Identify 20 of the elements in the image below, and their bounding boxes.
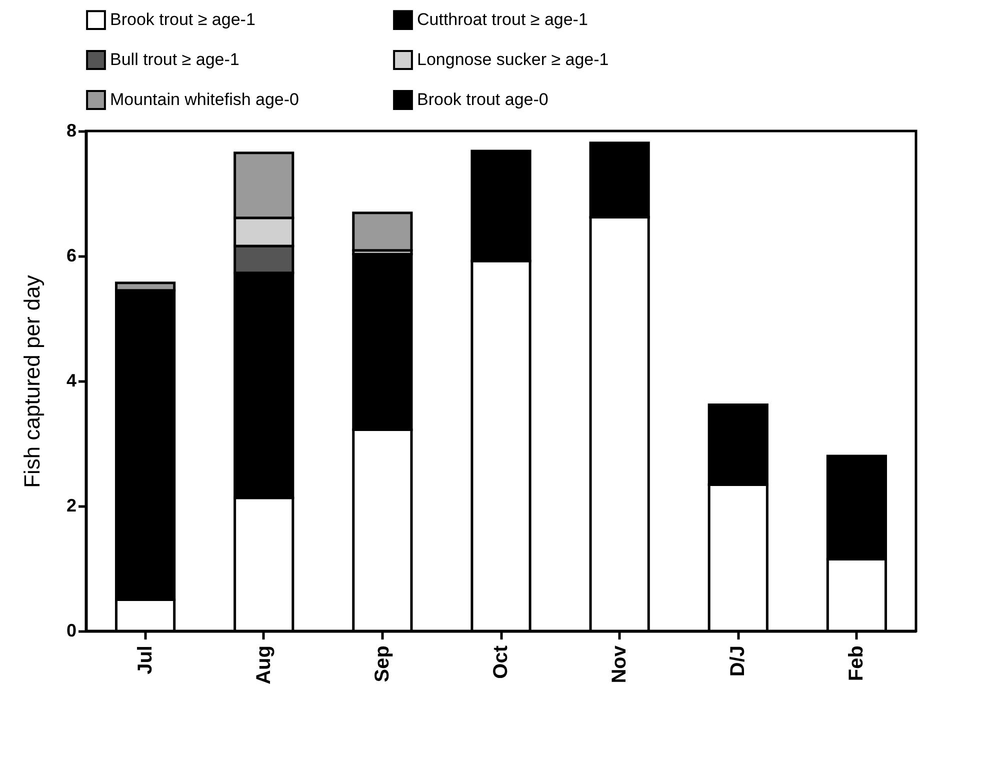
- y-tick-label: 6: [66, 246, 76, 266]
- x-tick-label: D/J: [727, 646, 750, 677]
- legend-label: Mountain whitefish age-0: [110, 90, 300, 109]
- x-tick-label: Jul: [134, 646, 156, 674]
- legend-label: Bull trout ≥ age-1: [110, 50, 240, 69]
- y-tick-label: 2: [66, 496, 76, 516]
- y-axis-title: Fish captured per day: [19, 275, 44, 488]
- legend-label: Brook trout ≥ age-1: [110, 10, 256, 30]
- y-tick-label: 4: [66, 370, 76, 390]
- x-tick-label: Aug: [252, 646, 275, 684]
- legend-label: Brook trout age-0: [417, 90, 548, 109]
- y-tick-label: 0: [66, 620, 76, 640]
- legend-label: Cutthroat trout ≥ age-1: [417, 10, 588, 30]
- x-tick-label: Feb: [846, 646, 868, 682]
- bar: [352, 212, 413, 252]
- x-tick-label: Oct: [490, 645, 512, 679]
- legend-label: Longnose sucker ≥ age-1: [417, 50, 609, 69]
- x-tick-label: Nov: [608, 644, 631, 684]
- x-tick-label: Sep: [371, 646, 394, 682]
- y-tick-label: 8: [66, 120, 76, 140]
